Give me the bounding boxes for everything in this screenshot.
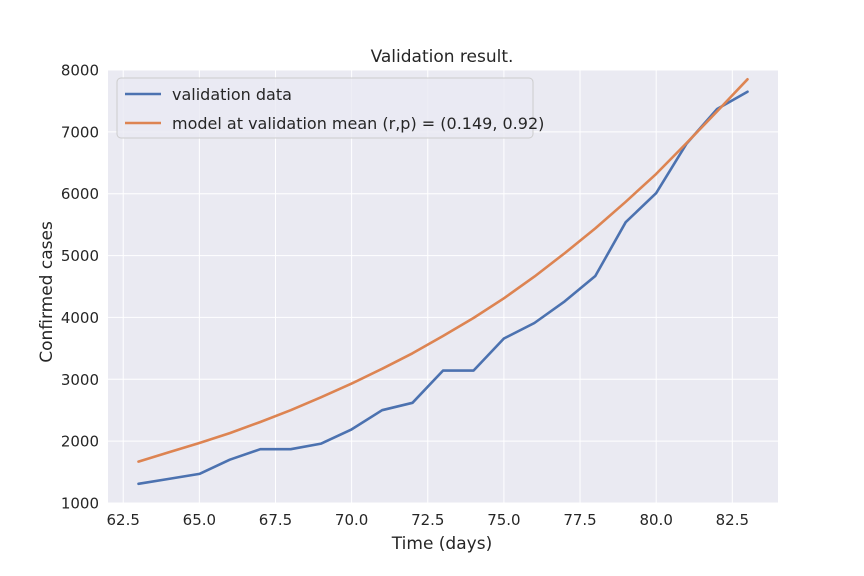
y-axis-ticks: 1000 2000 3000 4000 5000 6000 7000 8000 — [61, 62, 99, 513]
x-axis-ticks: 62.5 65.0 67.5 70.0 72.5 75.0 77.5 80.0 82.5 — [107, 511, 749, 529]
legend: validation data model at validation mean … — [116, 77, 544, 139]
series-line-2 — [137, 78, 749, 463]
y-tick-label: 1000 — [61, 495, 99, 513]
chart-title: Validation result. — [371, 47, 514, 67]
legend-label-2: model at validation mean (r,p) = (0.149,… — [172, 114, 544, 133]
series-line-1 — [137, 90, 749, 486]
x-tick-label: 77.5 — [563, 511, 596, 529]
x-tick-label: 62.5 — [107, 511, 140, 529]
series-lines — [137, 78, 749, 486]
y-tick-label: 4000 — [61, 309, 99, 327]
x-tick-label: 65.0 — [183, 511, 216, 529]
x-tick-label: 67.5 — [259, 511, 292, 529]
legend-box — [116, 77, 534, 139]
x-tick-label: 70.0 — [335, 511, 368, 529]
legend-label-1: validation data — [172, 85, 292, 104]
x-tick-label: 80.0 — [639, 511, 672, 529]
y-tick-label: 3000 — [61, 371, 99, 389]
y-axis-label: Confirmed cases — [37, 221, 57, 363]
plot-area — [108, 70, 778, 503]
y-tick-label: 5000 — [61, 247, 99, 265]
y-tick-label: 8000 — [61, 62, 99, 80]
y-tick-label: 7000 — [61, 123, 99, 141]
x-tick-label: 75.0 — [487, 511, 520, 529]
y-tick-label: 6000 — [61, 185, 99, 203]
x-axis-label: Time (days) — [391, 534, 492, 554]
x-tick-label: 82.5 — [716, 511, 749, 529]
y-tick-label: 2000 — [61, 433, 99, 451]
x-tick-label: 72.5 — [411, 511, 444, 529]
grid — [108, 69, 778, 504]
